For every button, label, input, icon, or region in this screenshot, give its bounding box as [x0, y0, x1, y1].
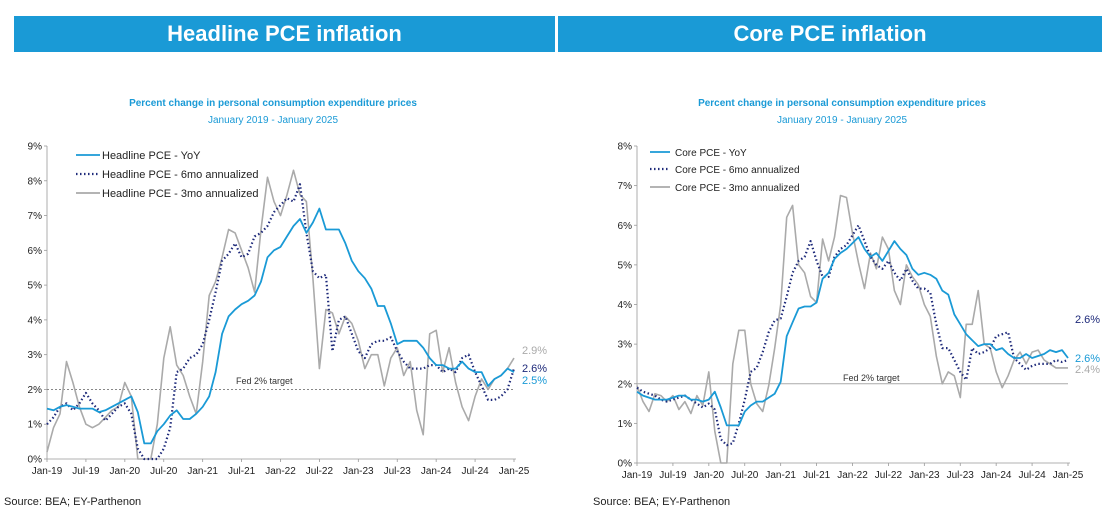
right-x-tick-label: Jan-21: [765, 470, 796, 481]
left-legend-6mo: Headline PCE - 6mo annualized: [102, 169, 259, 181]
left-x-tick-label: Jan-19: [32, 466, 63, 477]
right-x-tick-label: Jul-22: [875, 470, 903, 481]
right-series-3mo: [636, 194, 1068, 464]
right-end-label-3mo: 2.4%: [1075, 364, 1100, 376]
left-legend-3mo: Headline PCE - 3mo annualized: [102, 188, 259, 200]
right-end-label-6mo: 2.6%: [1075, 314, 1100, 326]
left-legend-yoy: Headline PCE - YoY: [102, 150, 201, 162]
left-y-tick-label: 4%: [28, 315, 43, 326]
left-y-tick-label: 9%: [28, 142, 43, 153]
left-y-tick-label: 5%: [28, 281, 43, 292]
left-end-label-3mo: 2.9%: [522, 345, 547, 357]
right-x-tick-label: Jul-19: [659, 470, 687, 481]
right-x-tick-label: Jan-20: [694, 470, 725, 481]
right-legend-yoy: Core PCE - YoY: [675, 148, 747, 159]
right-source-note: Source: BEA; EY-Parthenon: [593, 496, 731, 508]
right-end-label-yoy: 2.6%: [1075, 353, 1100, 365]
left-y-tick-label: 8%: [28, 176, 43, 187]
right-y-tick-label: 7%: [618, 181, 633, 192]
right-y-tick-label: 1%: [618, 419, 633, 430]
left-x-tick-label: Jan-20: [110, 466, 141, 477]
right-y-tick-label: 2%: [618, 379, 633, 390]
left-x-tick-label: Jul-19: [72, 466, 100, 477]
left-x-tick-label: Jul-22: [306, 466, 334, 477]
left-x-tick-label: Jan-21: [187, 466, 218, 477]
left-y-tick-label: 7%: [28, 211, 43, 222]
left-x-tick-label: Jan-22: [265, 466, 296, 477]
right-y-tick-label: 0%: [618, 459, 633, 470]
right-x-tick-label: Jan-19: [622, 470, 653, 481]
right-chart-title: Percent change in personal consumption e…: [698, 98, 986, 109]
left-y-tick-label: 1%: [28, 420, 43, 431]
left-x-tick-label: Jan-23: [343, 466, 374, 477]
left-chart-subtitle: January 2019 - January 2025: [208, 115, 339, 126]
left-end-label-6mo: 2.6%: [522, 363, 547, 375]
left-x-tick-label: Jul-24: [461, 466, 489, 477]
right-x-tick-label: Jan-22: [837, 470, 868, 481]
left-x-tick-label: Jan-24: [421, 466, 452, 477]
right-x-tick-label: Jul-24: [1018, 470, 1046, 481]
left-series-6mo: [46, 183, 516, 461]
left-fed-target-label: Fed 2% target: [236, 376, 293, 386]
right-y-tick-label: 3%: [618, 340, 633, 351]
right-x-tick-label: Jan-25: [1053, 470, 1084, 481]
left-x-tick-label: Jan-25: [499, 466, 530, 477]
left-x-tick-label: Jul-23: [384, 466, 412, 477]
right-legend-6mo: Core PCE - 6mo annualized: [675, 165, 800, 176]
right-plot-area: 0% 1% 2% 3% 4% 5% 6% 7% 8% Jan-19 Jul-19 Jan-20 Jul-…: [618, 142, 1084, 482]
right-y-tick-label: 6%: [618, 221, 633, 232]
right-series-yoy: [636, 236, 1069, 427]
right-x-tick-label: Jan-23: [909, 470, 940, 481]
right-y-tick-label: 8%: [618, 142, 633, 153]
right-x-tick-label: Jan-24: [981, 470, 1012, 481]
left-chart-title: Percent change in personal consumption e…: [129, 98, 417, 109]
left-x-tick-label: Jul-20: [150, 466, 178, 477]
left-end-label-yoy: 2.5%: [522, 375, 547, 387]
right-legend-3mo: Core PCE - 3mo annualized: [675, 183, 800, 194]
left-plot-area: 0% 1% 2% 3% 4% 5% 6% 7% 8% 9% Jan-19 Jul-19 Jan-20 Ju…: [28, 142, 530, 478]
headline-banner: Headline PCE inflation: [14, 16, 555, 52]
left-y-tick-label: 6%: [28, 246, 43, 257]
right-x-tick-label: Jul-20: [731, 470, 759, 481]
right-chart-subtitle: January 2019 - January 2025: [777, 115, 908, 126]
left-series-3mo: [46, 169, 515, 460]
left-series-yoy: [46, 207, 515, 445]
right-x-tick-label: Jul-23: [947, 470, 975, 481]
right-fed-target-label: Fed 2% target: [843, 373, 900, 383]
right-x-tick-label: Jul-21: [803, 470, 831, 481]
core-banner: Core PCE inflation: [558, 16, 1102, 52]
right-series-6mo: [636, 224, 1069, 447]
right-y-tick-label: 4%: [618, 300, 633, 311]
left-y-tick-label: 3%: [28, 350, 43, 361]
left-y-tick-label: 0%: [28, 455, 43, 466]
left-x-tick-label: Jul-21: [228, 466, 256, 477]
left-y-tick-label: 2%: [28, 385, 43, 396]
left-source-note: Source: BEA; EY-Parthenon: [4, 496, 142, 508]
right-y-tick-label: 5%: [618, 260, 633, 271]
